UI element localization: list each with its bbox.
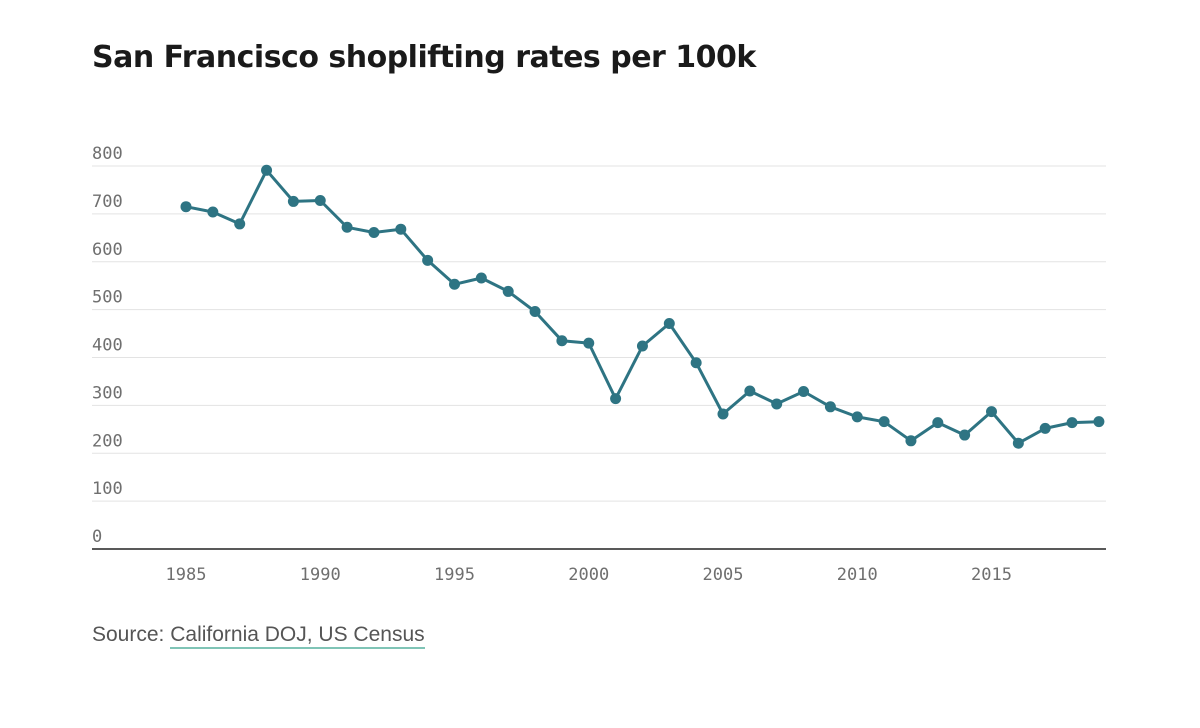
y-axis-tick-labels: 0 100 200 300 400 500 600 700 800 (92, 144, 123, 547)
data-point (824, 401, 836, 413)
data-point (717, 408, 729, 420)
x-tick-label: 2015 (971, 565, 1012, 585)
x-tick-label: 2005 (703, 565, 744, 585)
y-tick-label: 0 (92, 527, 102, 547)
data-point (1066, 417, 1078, 429)
y-tick-label: 300 (92, 383, 123, 403)
y-tick-label: 500 (92, 288, 123, 308)
data-point (663, 318, 675, 330)
y-tick-label: 800 (92, 144, 123, 164)
data-point (905, 435, 917, 447)
x-axis-tick-labels: 1985 1990 1995 2000 2005 2010 2015 (166, 565, 1012, 585)
data-point (959, 429, 971, 441)
data-point (851, 411, 863, 423)
data-point (986, 406, 997, 418)
data-point (690, 357, 702, 369)
x-tick-label: 1995 (434, 565, 475, 585)
x-tick-label: 1990 (300, 565, 341, 585)
y-tick-label: 100 (92, 479, 123, 499)
data-point (744, 385, 756, 397)
x-tick-label: 2010 (837, 565, 878, 585)
data-points (180, 164, 1105, 449)
data-point (1012, 437, 1024, 449)
data-point (395, 223, 407, 235)
x-tick-label: 2000 (568, 565, 609, 585)
data-point (771, 398, 783, 410)
data-point (502, 285, 514, 297)
x-tick-label: 1985 (166, 565, 207, 585)
data-point (529, 306, 541, 318)
series-line (185, 168, 1099, 445)
data-point (878, 416, 890, 428)
data-point (207, 206, 219, 218)
data-point (422, 254, 434, 266)
data-point (261, 164, 273, 176)
data-point (1093, 416, 1105, 428)
data-point (932, 417, 944, 429)
data-point (1039, 422, 1051, 434)
y-tick-label: 600 (92, 240, 123, 260)
gridlines (92, 165, 1106, 502)
data-point (368, 227, 380, 239)
data-point (475, 272, 487, 284)
data-point (234, 218, 246, 230)
data-point (556, 335, 568, 347)
data-point (636, 340, 648, 352)
chart-title: San Francisco shoplifting rates per 100k (92, 40, 756, 75)
data-point (287, 195, 299, 207)
source-prefix: Source: (92, 623, 171, 646)
source-note: Source: California DOJ, US Census (92, 623, 425, 649)
data-point (314, 194, 326, 206)
y-tick-label: 700 (92, 192, 123, 212)
source-link[interactable]: California DOJ, US Census (170, 623, 425, 649)
y-tick-label: 400 (92, 336, 123, 356)
data-point (610, 393, 622, 405)
y-tick-label: 200 (92, 431, 123, 451)
data-point (180, 201, 192, 213)
data-point (341, 221, 353, 233)
data-point (798, 385, 810, 397)
data-point (583, 337, 595, 349)
data-point (449, 278, 460, 290)
